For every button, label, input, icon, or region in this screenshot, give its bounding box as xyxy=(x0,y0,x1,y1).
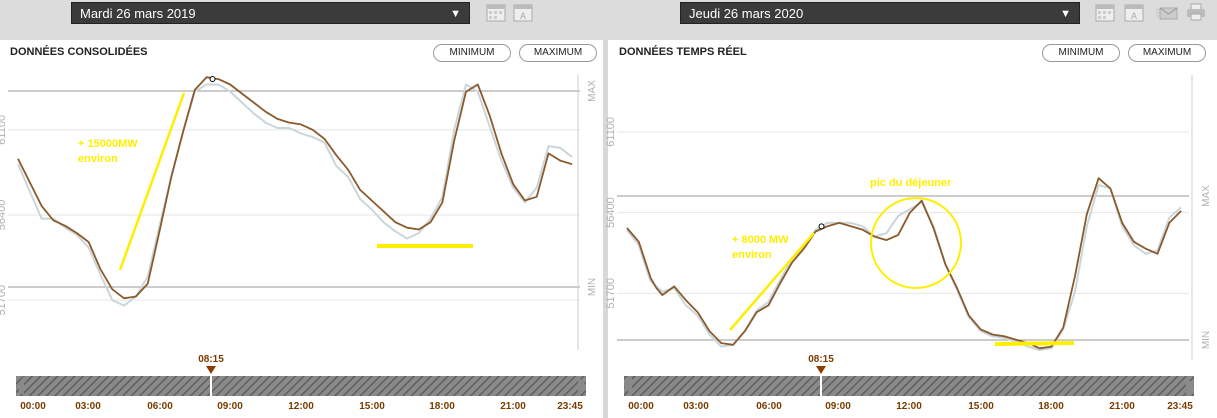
minimum-button[interactable]: MINIMUM xyxy=(1042,44,1120,62)
panel-title: DONNÉES CONSOLIDÉES xyxy=(10,46,148,58)
calendar-a-icon[interactable]: A xyxy=(1124,2,1144,22)
panel-title: DONNÉES TEMPS RÉEL xyxy=(619,46,747,58)
svg-text:A: A xyxy=(520,11,526,21)
date-select-left-value: Mardi 26 mars 2019 xyxy=(80,6,196,21)
calendar-icon[interactable] xyxy=(1095,2,1115,22)
panel-consolidated xyxy=(0,40,603,418)
minimum-button[interactable]: MINIMUM xyxy=(433,44,511,62)
maximum-button[interactable]: MAXIMUM xyxy=(519,44,597,62)
dropdown-arrow-icon: ▼ xyxy=(450,8,461,20)
calendar-a-icon[interactable]: A xyxy=(513,2,533,22)
svg-text:A: A xyxy=(1131,11,1137,21)
date-select-right[interactable]: Jeudi 26 mars 2020 ▼ xyxy=(680,2,1080,24)
date-select-right-value: Jeudi 26 mars 2020 xyxy=(689,6,804,21)
panel-realtime xyxy=(608,40,1217,418)
dropdown-arrow-icon: ▼ xyxy=(1060,8,1071,20)
date-select-left[interactable]: Mardi 26 mars 2019 ▼ xyxy=(71,2,470,24)
print-icon[interactable] xyxy=(1186,2,1206,22)
email-icon[interactable] xyxy=(1155,2,1179,22)
panel-divider xyxy=(603,40,608,418)
maximum-button[interactable]: MAXIMUM xyxy=(1128,44,1206,62)
calendar-icon[interactable] xyxy=(486,2,506,22)
